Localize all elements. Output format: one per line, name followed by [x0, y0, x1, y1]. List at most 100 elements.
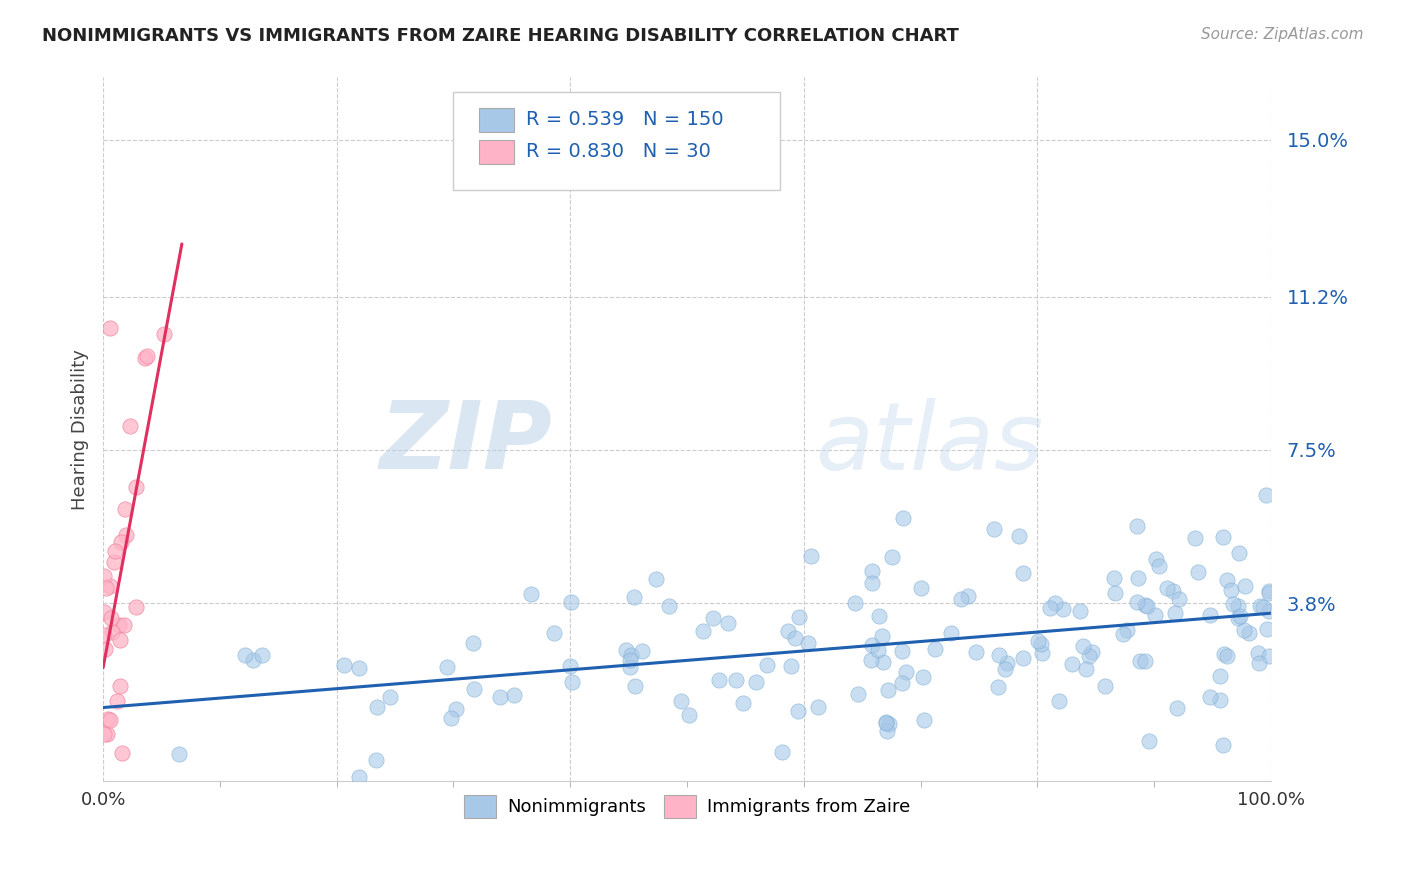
Point — [1043, 595, 1066, 609]
Point — [770, 745, 793, 759]
Point — [891, 675, 914, 690]
Point — [1220, 583, 1243, 598]
Point — [877, 717, 900, 731]
Point — [1227, 546, 1250, 560]
Point — [103, 543, 125, 558]
Point — [910, 581, 932, 595]
Point — [1133, 598, 1156, 612]
Point — [1254, 488, 1277, 502]
Point — [731, 696, 754, 710]
Point — [911, 670, 934, 684]
Point — [780, 659, 803, 673]
Point — [912, 714, 935, 728]
Point — [1258, 604, 1281, 618]
Point — [891, 511, 914, 525]
Point — [1031, 637, 1053, 651]
Point — [1233, 623, 1256, 637]
Point — [924, 641, 946, 656]
Point — [868, 608, 890, 623]
Point — [93, 569, 115, 583]
FancyBboxPatch shape — [479, 109, 515, 132]
Point — [1062, 657, 1084, 672]
Point — [1227, 611, 1250, 625]
Point — [1074, 662, 1097, 676]
Point — [114, 501, 136, 516]
Point — [110, 633, 132, 648]
Point — [136, 349, 159, 363]
Point — [724, 673, 747, 687]
Point — [93, 605, 115, 619]
Point — [1256, 622, 1278, 636]
Point — [124, 599, 146, 614]
Point — [558, 658, 581, 673]
Point — [1077, 649, 1099, 664]
Point — [1052, 602, 1074, 616]
Point — [378, 690, 401, 705]
Point — [1209, 669, 1232, 683]
Point — [1144, 552, 1167, 566]
Point — [98, 320, 121, 334]
Point — [93, 642, 115, 657]
Point — [1209, 693, 1232, 707]
Point — [93, 628, 115, 642]
Point — [93, 727, 115, 741]
Legend: Nonimmigrants, Immigrants from Zaire: Nonimmigrants, Immigrants from Zaire — [457, 789, 918, 825]
Point — [1116, 623, 1139, 637]
Point — [995, 656, 1018, 670]
Point — [624, 679, 647, 693]
Point — [1168, 591, 1191, 606]
Point — [787, 704, 810, 718]
Point — [716, 615, 738, 630]
Point — [1026, 634, 1049, 648]
Point — [1031, 646, 1053, 660]
Point — [1156, 581, 1178, 595]
Text: Source: ZipAtlas.com: Source: ZipAtlas.com — [1201, 27, 1364, 42]
Point — [1251, 599, 1274, 614]
Point — [1247, 656, 1270, 670]
Point — [233, 648, 256, 662]
Point — [994, 662, 1017, 676]
Point — [1112, 626, 1135, 640]
Point — [463, 636, 485, 650]
Point — [118, 418, 141, 433]
Point — [347, 770, 370, 784]
Point — [1199, 690, 1222, 704]
Point — [169, 747, 191, 761]
Point — [644, 572, 666, 586]
Point — [134, 351, 156, 365]
Point — [702, 611, 724, 625]
Point — [797, 636, 820, 650]
Point — [1133, 654, 1156, 668]
Point — [1094, 679, 1116, 693]
Point — [957, 590, 980, 604]
Point — [860, 564, 883, 578]
Point — [100, 713, 122, 727]
Point — [100, 611, 122, 625]
Text: R = 0.830   N = 30: R = 0.830 N = 30 — [526, 142, 710, 161]
Point — [860, 653, 883, 667]
Point — [789, 610, 811, 624]
Point — [153, 327, 176, 342]
Point — [1071, 639, 1094, 653]
Point — [1039, 601, 1062, 615]
Point — [1163, 583, 1185, 598]
Point — [1008, 529, 1031, 543]
Point — [806, 700, 828, 714]
Point — [110, 534, 132, 549]
Point — [105, 693, 128, 707]
Point — [101, 625, 124, 640]
Point — [1128, 571, 1150, 585]
Point — [489, 690, 512, 704]
Point — [783, 631, 806, 645]
Point — [100, 578, 122, 592]
Point — [560, 595, 582, 609]
Point — [950, 591, 973, 606]
Point — [103, 555, 125, 569]
Point — [875, 716, 897, 731]
Point — [1234, 579, 1257, 593]
Point — [844, 596, 866, 610]
Point — [1184, 531, 1206, 545]
Point — [1135, 599, 1157, 614]
Point — [114, 528, 136, 542]
Point — [986, 681, 1008, 695]
